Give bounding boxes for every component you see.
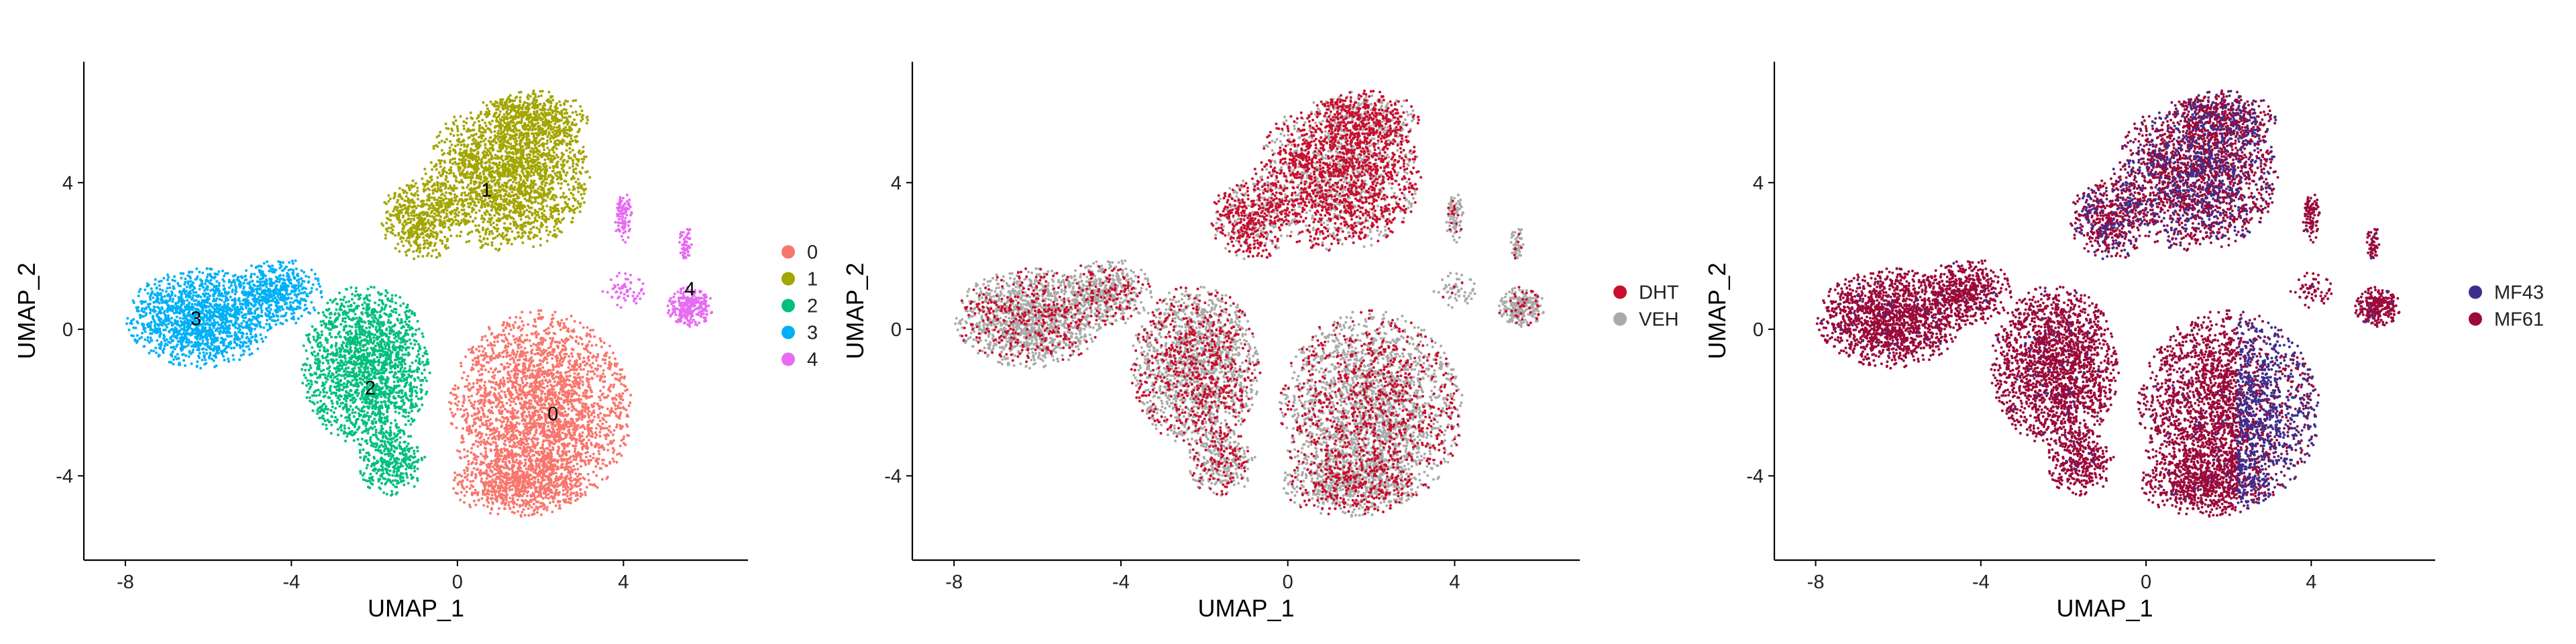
y-tick-label: 0	[1753, 319, 1764, 341]
legend-key-3	[782, 325, 795, 339]
x-tick-label: -4	[282, 572, 300, 593]
y-tick-label: 4	[62, 172, 73, 194]
points-mf43	[1820, 89, 2393, 510]
points-0	[448, 309, 633, 518]
legend: MF43 MF61	[2469, 282, 2544, 331]
legend-key-4	[782, 352, 795, 366]
y-axis-title: UMAP_2	[841, 262, 869, 359]
x-tick-label: -8	[945, 572, 963, 593]
legend-label: VEH	[1639, 309, 1679, 331]
legend-key-0	[782, 245, 795, 259]
umap-panel-2: -8 -4 0 4 -4 0 4 UMAP_1 UMAP_2 DHT VEH	[841, 62, 1679, 622]
x-axis-title: UMAP_1	[1197, 594, 1294, 622]
legend-label: 0	[807, 242, 818, 264]
points-2	[301, 285, 431, 497]
legend-key-dht	[1613, 285, 1627, 299]
cluster-label: 4	[684, 279, 695, 301]
legend-key-mf43	[2469, 285, 2482, 299]
x-tick-label: 4	[618, 572, 629, 593]
x-axis-title: UMAP_1	[2056, 594, 2153, 622]
points-1	[380, 89, 592, 260]
umap-panel-3: -8 -4 0 4 -4 0 4 UMAP_1 UMAP_2 MF43 MF61	[1703, 62, 2544, 622]
x-tick-label: -8	[117, 572, 134, 593]
x-tick-label: 4	[1449, 572, 1460, 593]
cluster-label: 0	[547, 403, 558, 425]
x-tick-label: 0	[1283, 572, 1293, 593]
points-mf61	[1815, 89, 2401, 518]
cluster-label: 1	[481, 180, 492, 201]
x-tick-label: -4	[1972, 572, 1990, 593]
y-tick-label: 0	[891, 319, 902, 341]
legend-label: 4	[807, 350, 818, 371]
y-tick-label: -4	[884, 466, 902, 487]
legend-key-mf61	[2469, 312, 2482, 326]
legend-key-1	[782, 272, 795, 286]
points-3	[125, 259, 323, 370]
legend-label: 2	[807, 296, 818, 317]
x-tick-label: -4	[1112, 572, 1130, 593]
y-axis-title: UMAP_2	[1703, 262, 1731, 359]
legend-label: 3	[807, 323, 818, 344]
cluster-label: 2	[365, 378, 376, 399]
cluster-label: 3	[191, 308, 201, 329]
legend-key-2	[782, 299, 795, 313]
legend-label: MF43	[2494, 282, 2544, 304]
y-tick-label: 4	[1753, 172, 1764, 194]
umap-panel-1: -8 -4 0 4 -4 0 4 UMAP_1 UMAP_2 0 1 2 3 4 0 1 2 3 4	[13, 62, 818, 622]
legend-label: MF61	[2494, 309, 2544, 331]
legend: DHT VEH	[1613, 282, 1679, 331]
legend-key-veh	[1613, 312, 1627, 326]
y-axis-title: UMAP_2	[13, 262, 40, 359]
x-tick-label: 0	[2141, 572, 2151, 593]
y-tick-label: -4	[1746, 466, 1764, 487]
points-4	[601, 193, 714, 328]
y-tick-label: -4	[56, 466, 73, 487]
x-axis-title: UMAP_1	[368, 594, 464, 622]
legend: 0 1 2 3 4	[782, 242, 818, 371]
points-dht	[960, 89, 1540, 516]
x-tick-label: 0	[452, 572, 463, 593]
x-tick-label: -8	[1807, 572, 1825, 593]
legend-label: 1	[807, 269, 818, 290]
x-tick-label: 4	[2306, 572, 2316, 593]
legend-label: DHT	[1639, 282, 1679, 304]
y-tick-label: 0	[62, 319, 73, 341]
y-tick-label: 4	[891, 172, 902, 194]
